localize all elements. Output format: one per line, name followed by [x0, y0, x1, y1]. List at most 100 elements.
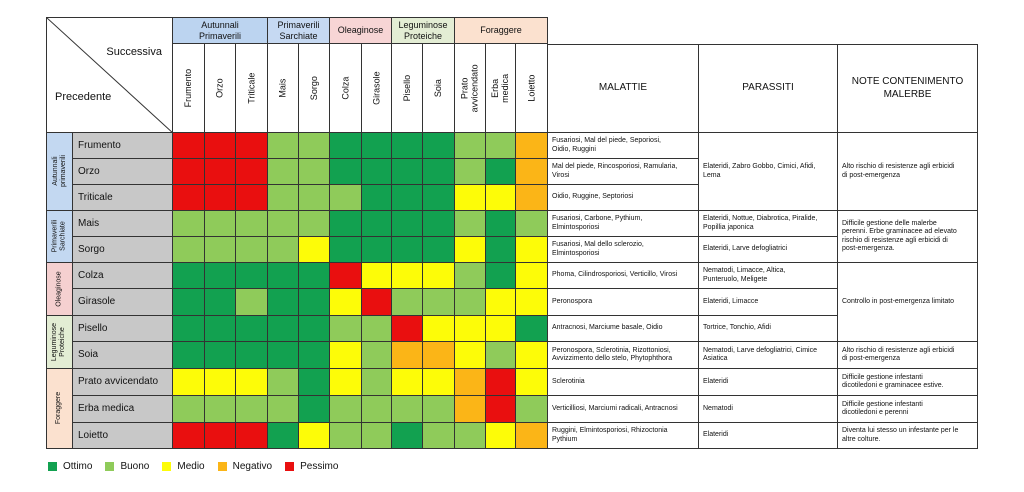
rating-cell [362, 396, 392, 423]
rating-cell [268, 316, 299, 342]
rating-cell [299, 237, 330, 263]
parassiti-text: Elateridi [703, 377, 729, 385]
legend-swatch [162, 462, 172, 471]
rating-cell [423, 263, 455, 289]
rating-cell [330, 263, 362, 289]
parassiti-text: Nematodi [703, 404, 733, 412]
malattie-cell: Mal del piede, Rincosporiosi, Ramularia,… [548, 159, 699, 185]
note-text: Controllo in post-emergenza limitato [842, 297, 955, 305]
rating-cell [392, 133, 423, 159]
note-cell: Difficile gestione delle malerbe perenni… [838, 211, 978, 263]
parassiti-cell: Nematodi, Limacce, Altica, Punteruolo, M… [699, 263, 838, 289]
rating-cell [423, 289, 455, 316]
rating-cell [299, 263, 330, 289]
note-header: NOTE CONTENIMENTO MALERBE [838, 44, 978, 133]
rating-cell [362, 237, 392, 263]
row-name: Girasole [78, 296, 116, 307]
rating-cell [392, 289, 423, 316]
rating-cell [392, 159, 423, 185]
parassiti-cell: Elateridi, Limacce [699, 289, 838, 316]
malattie-text: Peronospora, Sclerotinia, Rizottoniosi, … [552, 346, 673, 362]
column-header: Colza [330, 44, 362, 133]
rating-cell [299, 289, 330, 316]
rating-cell [330, 185, 362, 211]
malattie-cell: Ruggini, Elmintosporiosi, Rhizoctonia Py… [548, 423, 699, 449]
rating-cell [423, 316, 455, 342]
rating-cell [423, 369, 455, 396]
rating-cell [173, 185, 205, 211]
rating-cell [205, 423, 236, 449]
column-group-header: Foraggere [455, 17, 548, 44]
rating-cell [330, 133, 362, 159]
rating-cell [455, 369, 486, 396]
rating-cell [455, 316, 486, 342]
rating-cell [362, 185, 392, 211]
rating-cell [423, 211, 455, 237]
legend-item: Pessimo [285, 461, 338, 472]
malattie-cell: Fusariosi, Mal dello sclerozio, Elmintos… [548, 237, 699, 263]
rating-cell [423, 133, 455, 159]
rating-cell [516, 185, 548, 211]
rating-cell [205, 237, 236, 263]
rating-cell [268, 211, 299, 237]
rating-cell [236, 211, 268, 237]
rating-cell [205, 289, 236, 316]
row-name: Mais [78, 217, 100, 229]
rating-cell [205, 263, 236, 289]
parassiti-cell: Elateridi, Zabro Gobbo, Cimici, Afidi, L… [699, 133, 838, 211]
legend-label: Pessimo [300, 461, 339, 472]
row-name-cell: Erba medica [73, 396, 173, 423]
row-name-cell: Colza [73, 263, 173, 289]
rating-cell [486, 342, 516, 369]
rating-cell [268, 396, 299, 423]
rating-cell [330, 159, 362, 185]
rating-cell [173, 342, 205, 369]
legend-item: Medio [162, 461, 205, 472]
rating-cell [423, 237, 455, 263]
parassiti-text: Elateridi, Nottue, Diabrotica, Piralide,… [703, 215, 818, 231]
row-name-cell: Triticale [73, 185, 173, 211]
malattie-cell: Oidio, Ruggine, Septoriosi [548, 185, 699, 211]
rating-cell [392, 237, 423, 263]
row-name-cell: Sorgo [73, 237, 173, 263]
legend-label: Ottimo [63, 461, 93, 472]
rating-cell [268, 289, 299, 316]
rating-cell [486, 211, 516, 237]
row-name: Frumento [78, 139, 121, 151]
row-name-cell: Frumento [73, 133, 173, 159]
rating-cell [299, 316, 330, 342]
rating-cell [173, 369, 205, 396]
legend-item: Ottimo [48, 461, 92, 472]
rating-cell [486, 316, 516, 342]
rating-cell [236, 237, 268, 263]
legend-swatch [48, 462, 57, 471]
legend-swatch [105, 462, 115, 471]
rating-cell [392, 316, 423, 342]
rating-cell [486, 185, 516, 211]
row-name-cell: Soia [73, 342, 173, 369]
malattie-text: Oidio, Ruggine, Septoriosi [552, 193, 634, 201]
rating-cell [205, 316, 236, 342]
rating-cell [392, 423, 423, 449]
rating-cell [330, 396, 362, 423]
malattie-text: Phoma, Cilindrosporiosi, Verticillo, Vir… [552, 271, 678, 279]
rating-cell [455, 159, 486, 185]
legend-swatch [285, 462, 295, 471]
column-header-label: Pisello [401, 74, 412, 102]
rating-cell [236, 316, 268, 342]
parassiti-text: Tortrice, Tonchio, Afidi [703, 324, 771, 332]
rating-cell [392, 369, 423, 396]
note-text: Difficile gestione infestanti dicotiledo… [842, 373, 944, 389]
rating-cell [205, 159, 236, 185]
column-header-label: Sorgo [308, 75, 319, 101]
rating-cell [362, 423, 392, 449]
rating-cell [299, 185, 330, 211]
rating-cell [455, 211, 486, 237]
row-group-header: Oleaginose [46, 263, 73, 316]
rating-cell [268, 237, 299, 263]
rating-cell [173, 289, 205, 316]
parassiti-text: Elateridi [703, 431, 729, 439]
malattie-text: Verticilliosi, Marciumi radicali, Antrac… [552, 404, 678, 412]
rating-cell [236, 159, 268, 185]
